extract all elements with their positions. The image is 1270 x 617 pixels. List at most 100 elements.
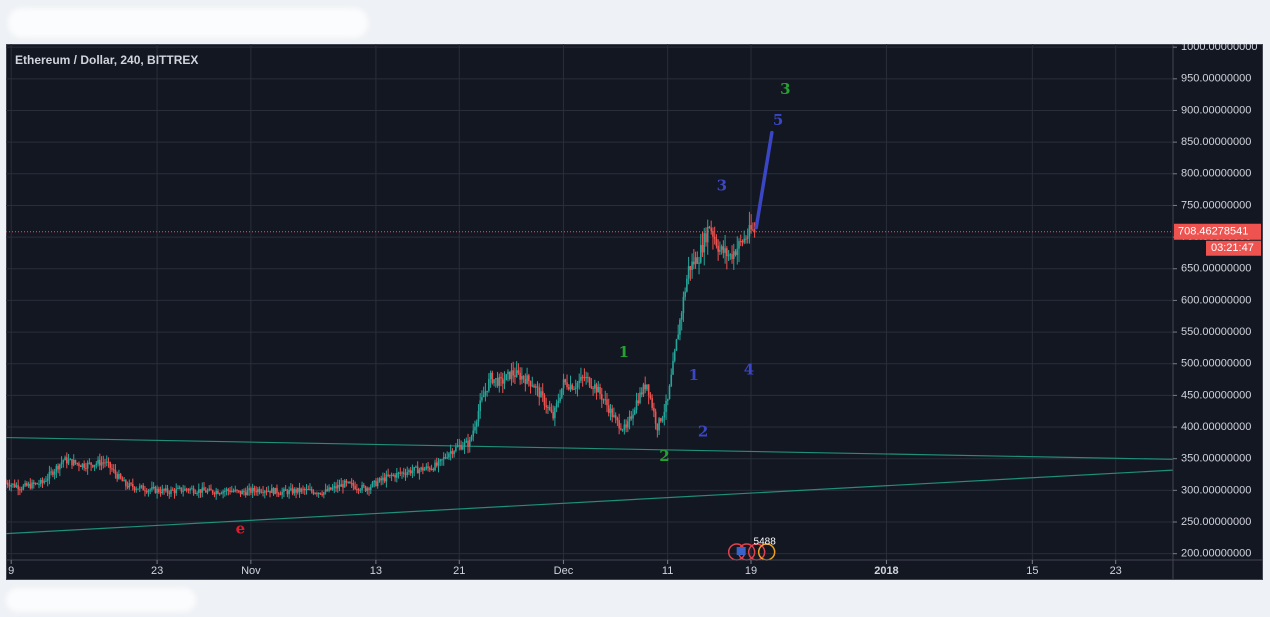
candle-body xyxy=(444,457,447,459)
candle-body xyxy=(356,489,358,491)
candle-body xyxy=(170,489,172,494)
candle-body xyxy=(352,483,355,487)
candle-body xyxy=(739,241,742,243)
candle-body xyxy=(750,224,752,230)
candle-body xyxy=(321,494,323,496)
candle-body xyxy=(587,377,589,379)
candle-body xyxy=(451,451,454,455)
candle-body xyxy=(670,374,673,386)
candle-body xyxy=(62,460,65,463)
candle-body xyxy=(345,480,348,483)
candle-body xyxy=(642,384,645,395)
x-tick-label: 15 xyxy=(1026,565,1038,577)
candle-body xyxy=(505,374,508,381)
candle-body xyxy=(620,428,622,430)
overlays: e 1 2 3 1 2 3 4 5 5488 xyxy=(6,80,1173,561)
candle-body xyxy=(184,488,186,491)
candle-body xyxy=(468,439,471,447)
candle-body xyxy=(673,350,676,361)
candle-body xyxy=(442,457,445,460)
price-axis[interactable]: 1000.00000000 950.00000000 900.00000000 850… xyxy=(1172,44,1261,580)
candle-body xyxy=(378,478,381,482)
candle-body xyxy=(507,371,509,375)
candle-body xyxy=(449,451,452,454)
candle-body xyxy=(213,493,216,495)
candle-body xyxy=(152,486,155,488)
candle-body xyxy=(614,415,617,419)
candle-body xyxy=(416,466,419,474)
candle-body xyxy=(161,489,164,494)
candle-body xyxy=(623,424,626,430)
candle-body xyxy=(305,489,308,491)
top-toolbar-blurred xyxy=(0,0,1270,44)
candle-body xyxy=(38,484,40,486)
candle-body xyxy=(111,468,113,470)
candle-body xyxy=(698,262,700,264)
candle-body xyxy=(682,296,685,314)
candle-body xyxy=(665,400,667,412)
candle-body xyxy=(724,248,726,253)
candle-body xyxy=(156,488,158,493)
candle-body xyxy=(180,487,183,492)
candle-body xyxy=(531,385,534,387)
candle-body xyxy=(621,429,624,431)
candle-body xyxy=(264,491,266,493)
candle-body xyxy=(578,380,580,383)
candle-body xyxy=(701,244,704,253)
time-axis[interactable]: 9 23 Nov 13 21 Dec 11 19 2018 15 23 xyxy=(6,559,1263,577)
candle-body xyxy=(462,446,464,450)
candle-body xyxy=(679,319,681,335)
candle-body xyxy=(633,409,636,415)
candle-body xyxy=(401,472,403,474)
x-tick-label: 11 xyxy=(662,565,673,577)
candle-body xyxy=(50,471,52,473)
candle-body xyxy=(647,384,650,396)
candle-body xyxy=(88,462,91,464)
candle-body xyxy=(236,489,238,491)
candle-body xyxy=(78,463,80,466)
candle-body xyxy=(369,486,372,490)
candle-body xyxy=(253,487,256,491)
candle-body xyxy=(651,397,653,408)
candle-body xyxy=(399,472,402,474)
candle-body xyxy=(731,254,733,259)
candle-body xyxy=(335,486,337,489)
candle-body xyxy=(131,484,134,488)
candle-body xyxy=(585,377,587,379)
candle-body xyxy=(199,489,202,493)
candle-body xyxy=(284,489,287,491)
candle-body xyxy=(458,444,461,446)
candle-body xyxy=(48,471,51,479)
candle-body xyxy=(164,488,167,491)
candle-body xyxy=(210,488,212,491)
candle-body xyxy=(291,488,294,494)
candle-body xyxy=(39,479,42,485)
candle-body xyxy=(691,261,693,270)
candle-body xyxy=(559,397,561,402)
candle-body xyxy=(383,477,386,482)
candle-body xyxy=(46,478,49,481)
candle-body xyxy=(446,457,448,459)
candle-body xyxy=(472,430,475,437)
candle-body xyxy=(618,420,620,429)
candle-body xyxy=(390,474,393,476)
candle-body xyxy=(83,463,85,468)
candle-body xyxy=(552,412,554,419)
candle-body xyxy=(119,474,122,479)
candle-body xyxy=(418,469,421,474)
candle-body xyxy=(415,466,417,468)
candle-body xyxy=(435,462,438,466)
projection-line xyxy=(754,130,774,230)
candle-body xyxy=(211,490,214,494)
candle-body xyxy=(554,407,556,419)
candle-body xyxy=(250,488,252,493)
candle-body xyxy=(597,386,600,393)
candle-body xyxy=(409,470,412,474)
candle-body xyxy=(290,488,292,490)
candle-body xyxy=(727,255,730,257)
candle-body xyxy=(359,489,362,491)
trendlines[interactable] xyxy=(6,436,1174,539)
candle-body xyxy=(503,380,506,384)
candle-body xyxy=(380,478,382,481)
